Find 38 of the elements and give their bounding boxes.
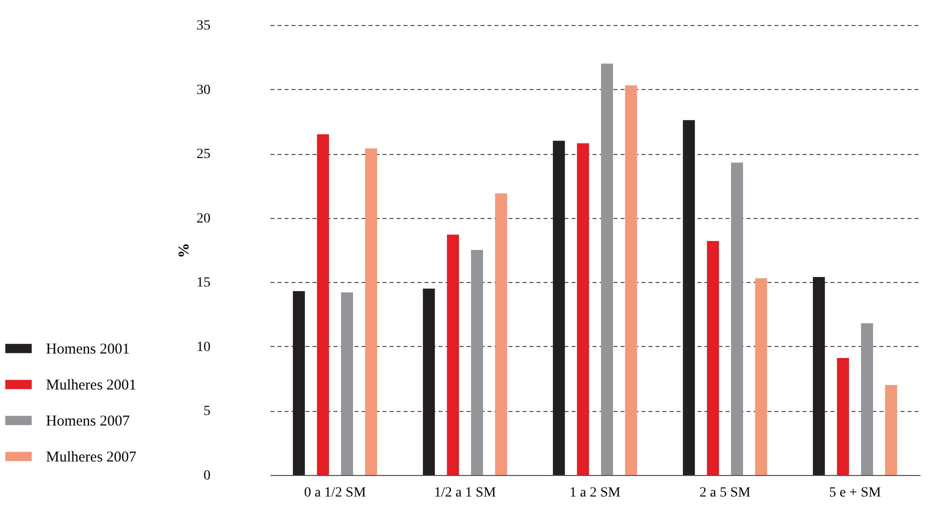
bar	[552, 140, 565, 475]
y-axis-title: %	[176, 243, 192, 258]
bar	[471, 250, 484, 475]
bar	[755, 278, 768, 475]
bar	[341, 292, 354, 475]
bar	[316, 134, 329, 475]
legend-label: Mulheres 2001	[46, 378, 136, 394]
bar	[836, 358, 849, 475]
legend-label: Homens 2001	[46, 342, 130, 358]
bar	[576, 143, 589, 475]
y-tick-label: 5	[204, 404, 210, 420]
bar	[812, 277, 825, 475]
x-tick-label: 2 a 5 SM	[700, 486, 752, 500]
bar	[292, 291, 305, 475]
bar	[446, 234, 459, 475]
x-tick-label: 1/2 a 1 SM	[434, 486, 496, 500]
y-tick-label: 25	[196, 147, 210, 162]
x-tick-label: 5 e + SM	[829, 486, 882, 500]
y-tick-label: 20	[196, 211, 210, 226]
legend-label: Mulheres 2007	[46, 450, 137, 466]
bar	[601, 64, 614, 475]
bar	[706, 241, 719, 475]
y-tick-label: 15	[196, 276, 210, 291]
legend-label: Homens 2007	[46, 414, 130, 430]
bar	[422, 288, 435, 475]
bar	[625, 85, 638, 475]
bar	[495, 193, 508, 475]
x-tick-label: 0 a 1/2 SM	[304, 486, 366, 500]
bar	[885, 385, 898, 475]
bar	[731, 162, 744, 475]
y-tick-label: 30	[196, 82, 210, 98]
y-tick-label: 35	[196, 18, 210, 34]
bar	[682, 120, 695, 475]
bar	[861, 323, 874, 475]
x-tick-label: 1 a 2 SM	[570, 486, 622, 500]
y-tick-label: 10	[196, 340, 210, 355]
y-tick-label: 0	[204, 468, 210, 484]
bar	[365, 148, 378, 475]
